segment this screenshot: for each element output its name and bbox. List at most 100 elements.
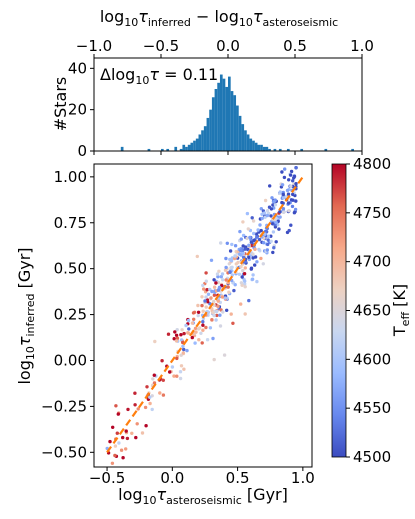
- scatter-point: [181, 351, 185, 355]
- scatter-point: [220, 272, 225, 276]
- scatter-point: [151, 377, 155, 381]
- scatter-point: [125, 436, 130, 441]
- hist-bar: [233, 95, 237, 151]
- scatter-point: [201, 283, 205, 288]
- hist-bar: [217, 82, 220, 151]
- scatter-point: [265, 248, 269, 252]
- scatter-point: [212, 293, 217, 297]
- scatter-point: [214, 281, 218, 285]
- scatter-point: [208, 326, 213, 330]
- scatter-point: [286, 201, 291, 205]
- scatter-point: [179, 338, 184, 342]
- scatter-point: [259, 228, 263, 233]
- scatter-y-tick-label: 0.50: [54, 260, 87, 278]
- scatter-point: [174, 333, 179, 337]
- scatter-point: [252, 238, 256, 243]
- scatter-frame: [93, 163, 313, 468]
- scatter-point: [286, 192, 291, 196]
- scatter-point: [271, 203, 275, 207]
- scatter-y-ticks: −0.50 −0.25 0.00 0.25 0.50 0.75 1.00: [41, 168, 94, 461]
- scatter-point: [233, 254, 237, 258]
- scatter-point: [238, 252, 242, 256]
- scatter-point: [266, 242, 270, 247]
- scatter-point: [247, 243, 251, 247]
- scatter-point: [144, 424, 148, 428]
- scatter-point: [223, 296, 227, 300]
- scatter-point: [219, 241, 223, 245]
- scatter-point: [133, 403, 137, 407]
- scatter-point: [255, 235, 259, 239]
- hist-y-ticks: 0 20 40: [68, 59, 94, 160]
- colorbar-tick-label: 4650: [353, 302, 391, 320]
- scatter-point: [168, 370, 172, 374]
- scatter-point: [211, 336, 215, 341]
- scatter-point: [272, 200, 276, 204]
- scatter-point: [243, 282, 247, 286]
- scatter-point: [265, 209, 270, 213]
- scatter-point: [224, 265, 228, 270]
- scatter-point: [179, 353, 183, 357]
- hist-bar: [254, 142, 258, 151]
- hist-bar: [201, 130, 204, 151]
- hist-bar: [268, 148, 271, 151]
- hist-y-axis-label: #Stars: [51, 77, 70, 132]
- scatter-point: [222, 353, 227, 357]
- scatter-point: [221, 310, 225, 314]
- scatter-point: [260, 216, 264, 221]
- hist-bar: [225, 86, 228, 151]
- scatter-point: [258, 223, 262, 227]
- scatter-point: [150, 407, 154, 412]
- scatter-x-ticks: −0.5 0.0 0.5 1.0: [89, 467, 315, 487]
- scatter-point: [218, 324, 223, 328]
- scatter-point: [277, 227, 281, 231]
- scatter-point: [173, 330, 177, 334]
- hist-bar: [211, 97, 215, 151]
- scatter-point: [238, 229, 242, 234]
- scatter-point: [232, 288, 236, 293]
- hist-top-tick-label: −1.0: [76, 37, 112, 55]
- scatter-point: [204, 325, 208, 330]
- hist-bar: [273, 148, 277, 151]
- scatter-point: [227, 290, 231, 294]
- scatter-point: [278, 210, 282, 214]
- hist-bar: [241, 124, 245, 151]
- scatter-point: [212, 357, 216, 362]
- hist-bar: [228, 76, 231, 151]
- scatter-point: [291, 179, 295, 183]
- hist-bar: [236, 105, 239, 151]
- hist-bar: [286, 148, 290, 151]
- scatter-point: [208, 287, 212, 292]
- scatter-point: [248, 235, 252, 240]
- scatter-point: [121, 456, 125, 460]
- scatter-point: [239, 248, 243, 253]
- hist-bar: [198, 134, 202, 151]
- colorbar-tick-label: 4800: [353, 155, 391, 173]
- scatter-x-axis-label: log10τasteroseismic [Gyr]: [118, 485, 288, 507]
- one-to-one-line: [106, 176, 304, 453]
- scatter-point: [294, 166, 298, 170]
- hist-top-tick-label: 1.0: [350, 37, 374, 55]
- hist-bar: [187, 144, 191, 151]
- scatter-point: [242, 272, 247, 276]
- hist-y-tick-label: 20: [68, 101, 87, 119]
- scatter-point: [291, 198, 295, 202]
- scatter-point: [108, 439, 112, 444]
- scatter-point: [224, 256, 228, 261]
- scatter-point: [178, 376, 183, 381]
- scatter-point: [205, 338, 210, 342]
- scatter-point: [186, 318, 191, 323]
- scatter-point: [215, 272, 220, 276]
- scatter-x-tick-label: −0.5: [89, 469, 125, 487]
- scatter-point: [182, 331, 186, 336]
- scatter-point: [201, 328, 205, 332]
- hist-bar: [214, 89, 218, 151]
- colorbar-tick-label: 4600: [353, 350, 391, 368]
- scatter-point: [130, 431, 134, 435]
- scatter-point: [212, 313, 216, 318]
- scatter-point: [210, 289, 214, 294]
- scatter-point: [245, 236, 249, 241]
- scatter-point: [281, 210, 286, 214]
- scatter-point: [215, 309, 219, 314]
- scatter-point: [231, 321, 235, 325]
- scatter-point: [224, 278, 228, 282]
